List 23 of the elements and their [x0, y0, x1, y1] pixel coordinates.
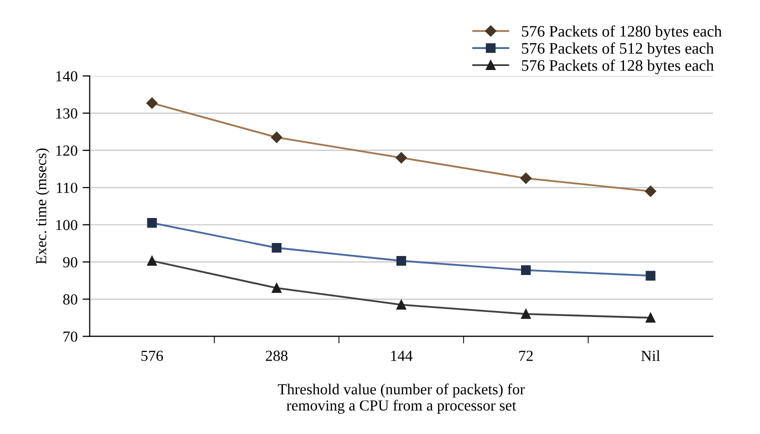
point: [147, 256, 157, 266]
y-tick-label: 100: [56, 220, 78, 230]
y-tick-label: 90: [63, 257, 78, 268]
point: [646, 312, 656, 323]
legend-label: 576 Packets of 128 bytes each: [522, 59, 714, 74]
y-tick-label: 70: [64, 331, 78, 342]
x-tick-label: 576: [141, 350, 163, 361]
legend-label: 576 Packets of 1280 bytes each: [522, 25, 722, 40]
point: [396, 300, 406, 310]
x-axis-title: Threshold value (number of packets) for removing a CPU from a processor set: [278, 384, 525, 414]
y-tick-label: 130: [56, 108, 78, 119]
x-tick-label: Nil: [641, 350, 660, 361]
legend-label: 576 Packets of 512 bytes each: [522, 42, 714, 58]
y-tick-label: 110: [56, 182, 78, 193]
x-tick-label: 72: [519, 350, 533, 361]
x-tick-label: 288: [266, 350, 288, 361]
y-axis-title: Exec. time (msecs): [36, 148, 50, 264]
y-tick-label: 120: [56, 145, 78, 156]
y-tick-label: 80: [63, 294, 78, 305]
x-tick-label: 144: [391, 350, 412, 361]
point: [272, 283, 282, 293]
y-tick-label: 140: [56, 71, 78, 82]
point: [521, 309, 531, 319]
